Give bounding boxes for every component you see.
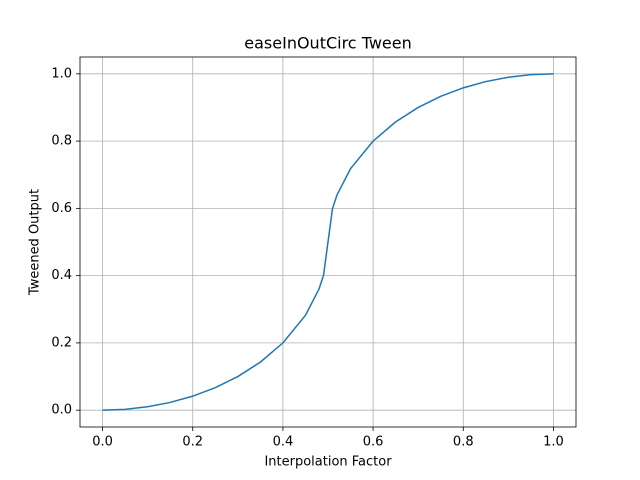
x-tick-label: 0.2 <box>182 435 203 450</box>
x-tick-label: 0.8 <box>453 435 474 450</box>
x-tick-label: 0.4 <box>273 435 294 450</box>
y-tick-label: 0.8 <box>51 134 72 149</box>
x-tick-label: 1.0 <box>543 435 564 450</box>
y-tick-label: 0.4 <box>51 268 72 283</box>
x-axis-label: Interpolation Factor <box>264 455 392 470</box>
y-tick-label: 0.0 <box>51 403 72 418</box>
plot-frame <box>79 56 577 428</box>
y-axis-label: Tweened Output <box>28 189 43 296</box>
chart-title: easeInOutCirc Tween <box>244 34 411 53</box>
y-tick-label: 1.0 <box>51 66 72 81</box>
x-tick-label: 0.6 <box>363 435 384 450</box>
line-series <box>102 73 554 411</box>
x-tick-label: 0.0 <box>92 435 113 450</box>
y-tick-label: 0.2 <box>51 335 72 350</box>
y-tick-label: 0.6 <box>51 201 72 216</box>
